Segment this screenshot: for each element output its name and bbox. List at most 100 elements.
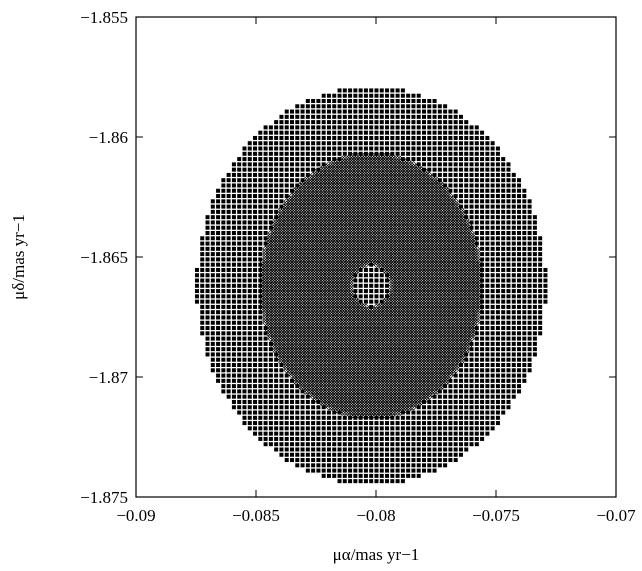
data-point	[448, 130, 453, 135]
data-point	[284, 125, 289, 130]
data-point	[379, 447, 384, 452]
data-point	[501, 188, 506, 193]
data-point	[480, 162, 485, 167]
data-point	[448, 394, 453, 399]
data-point	[490, 188, 495, 193]
data-point	[506, 231, 511, 235]
data-point	[474, 167, 479, 172]
data-point	[332, 473, 337, 478]
data-point	[517, 347, 522, 352]
data-point	[321, 436, 326, 441]
data-point	[522, 246, 527, 251]
data-point	[485, 399, 490, 404]
data-point	[321, 146, 326, 151]
data-point	[274, 447, 279, 452]
data-point	[242, 157, 247, 162]
data-point	[374, 463, 379, 468]
data-point	[416, 442, 421, 447]
data-point	[406, 468, 411, 473]
data-point	[258, 378, 263, 383]
data-point	[363, 421, 368, 426]
data-point	[231, 194, 236, 199]
data-point	[474, 215, 479, 220]
data-point	[395, 141, 400, 146]
data-point	[422, 436, 426, 441]
data-point	[253, 363, 258, 367]
data-point	[395, 431, 400, 436]
data-point	[253, 273, 258, 278]
data-point	[517, 310, 522, 315]
data-point	[506, 220, 511, 225]
data-point	[290, 389, 294, 394]
data-point	[517, 225, 522, 230]
data-point	[253, 389, 258, 394]
data-point	[474, 199, 479, 204]
data-point	[237, 225, 242, 230]
data-point	[490, 157, 495, 162]
data-point	[437, 109, 442, 114]
data-point	[527, 294, 532, 299]
data-point	[437, 431, 442, 436]
data-point	[226, 262, 231, 267]
data-point	[200, 252, 205, 257]
data-point	[379, 421, 384, 426]
data-point	[247, 304, 252, 309]
data-point	[474, 436, 479, 441]
data-point	[363, 463, 368, 468]
data-point	[316, 146, 321, 151]
data-point	[453, 421, 458, 426]
data-point	[253, 267, 258, 272]
data-point	[427, 120, 432, 125]
data-point	[495, 320, 500, 325]
data-point	[437, 399, 442, 404]
data-point	[416, 109, 421, 114]
data-point	[501, 294, 506, 299]
data-point	[237, 283, 242, 288]
data-point	[374, 104, 379, 109]
data-point	[453, 458, 458, 463]
data-point	[495, 357, 500, 362]
data-point	[348, 479, 353, 484]
data-point	[443, 452, 448, 457]
data-point	[527, 204, 532, 209]
data-point	[210, 236, 215, 241]
data-point	[411, 410, 416, 415]
data-point	[226, 220, 231, 225]
data-point	[517, 199, 522, 204]
data-point	[395, 452, 400, 457]
data-point	[247, 283, 252, 288]
data-point	[532, 310, 537, 315]
data-point	[263, 151, 268, 156]
data-point	[474, 363, 479, 367]
data-point	[501, 283, 506, 288]
data-point	[506, 304, 511, 309]
data-point	[416, 421, 421, 426]
data-point	[453, 109, 458, 114]
data-point	[321, 415, 326, 420]
data-point	[279, 405, 284, 410]
data-point	[326, 463, 331, 468]
data-point	[385, 479, 390, 484]
data-point	[485, 241, 490, 246]
data-point	[247, 378, 252, 383]
data-point	[205, 299, 210, 304]
data-point	[279, 178, 284, 183]
data-point	[231, 389, 236, 394]
data-point	[427, 410, 432, 415]
data-point	[506, 241, 511, 246]
data-point	[495, 246, 500, 251]
data-point	[490, 294, 495, 299]
series-outer-ring	[194, 88, 548, 484]
data-point	[358, 463, 363, 468]
data-point	[485, 162, 490, 167]
data-point	[205, 320, 210, 325]
data-point	[253, 252, 258, 257]
data-point	[432, 109, 437, 114]
data-point	[369, 442, 374, 447]
data-point	[242, 151, 247, 156]
data-point	[437, 442, 442, 447]
data-point	[390, 109, 395, 114]
data-point	[337, 125, 342, 130]
data-point	[385, 463, 390, 468]
data-point	[337, 88, 342, 93]
